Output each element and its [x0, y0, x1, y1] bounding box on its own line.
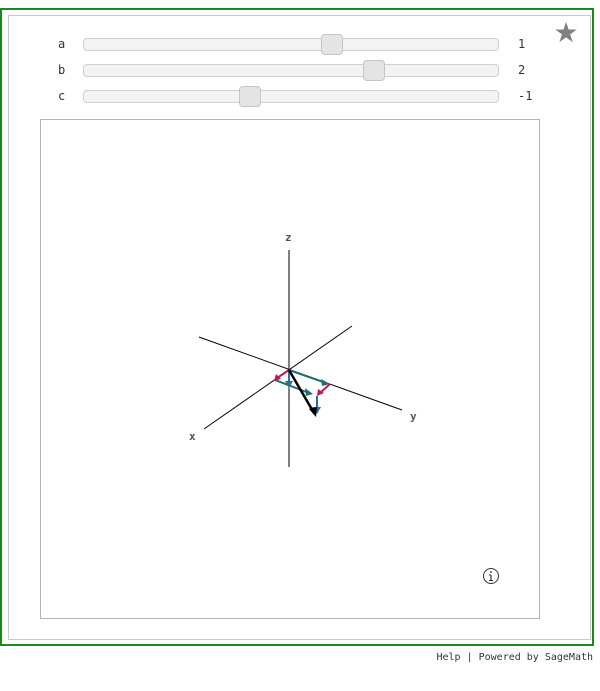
slider-value-a: 1: [518, 37, 526, 51]
slider-b-handle[interactable]: [362, 60, 385, 81]
slider-label-b: b: [58, 63, 66, 77]
slider-b-track[interactable]: [83, 60, 499, 81]
powered-by-link[interactable]: Powered by SageMath: [478, 652, 593, 663]
3d-plot-viewport[interactable]: z y x: [40, 119, 540, 619]
star-icon[interactable]: ★: [553, 16, 579, 49]
y-axis-label: y: [410, 410, 417, 423]
footer-separator: |: [460, 652, 479, 663]
slider-a-handle[interactable]: [321, 34, 344, 55]
vector-teal-a: [274, 369, 330, 396]
slider-c-track[interactable]: [83, 86, 499, 107]
slider-row-c: c -1: [0, 86, 600, 107]
help-link[interactable]: Help: [436, 652, 461, 663]
footer: Help | Powered by SageMath: [436, 652, 593, 663]
z-axis-label: z: [285, 231, 292, 244]
slider-row-a: a 1: [0, 34, 600, 55]
slider-label-c: c: [58, 89, 66, 103]
slider-value-c: -1: [518, 89, 533, 103]
interact-frame: [0, 8, 594, 646]
x-axis-label: x: [189, 430, 196, 443]
interact-panel: [8, 15, 591, 640]
vector-magenta-b: [274, 369, 331, 396]
info-icon[interactable]: [483, 568, 499, 584]
slider-c-handle[interactable]: [238, 86, 261, 107]
3d-plot-canvas[interactable]: z y x: [41, 120, 539, 618]
slider-label-a: a: [58, 37, 66, 51]
vector-black-sum: [287, 369, 317, 417]
slider-row-b: b 2: [0, 60, 600, 81]
slider-a-track[interactable]: [83, 34, 499, 55]
slider-value-b: 2: [518, 63, 526, 77]
